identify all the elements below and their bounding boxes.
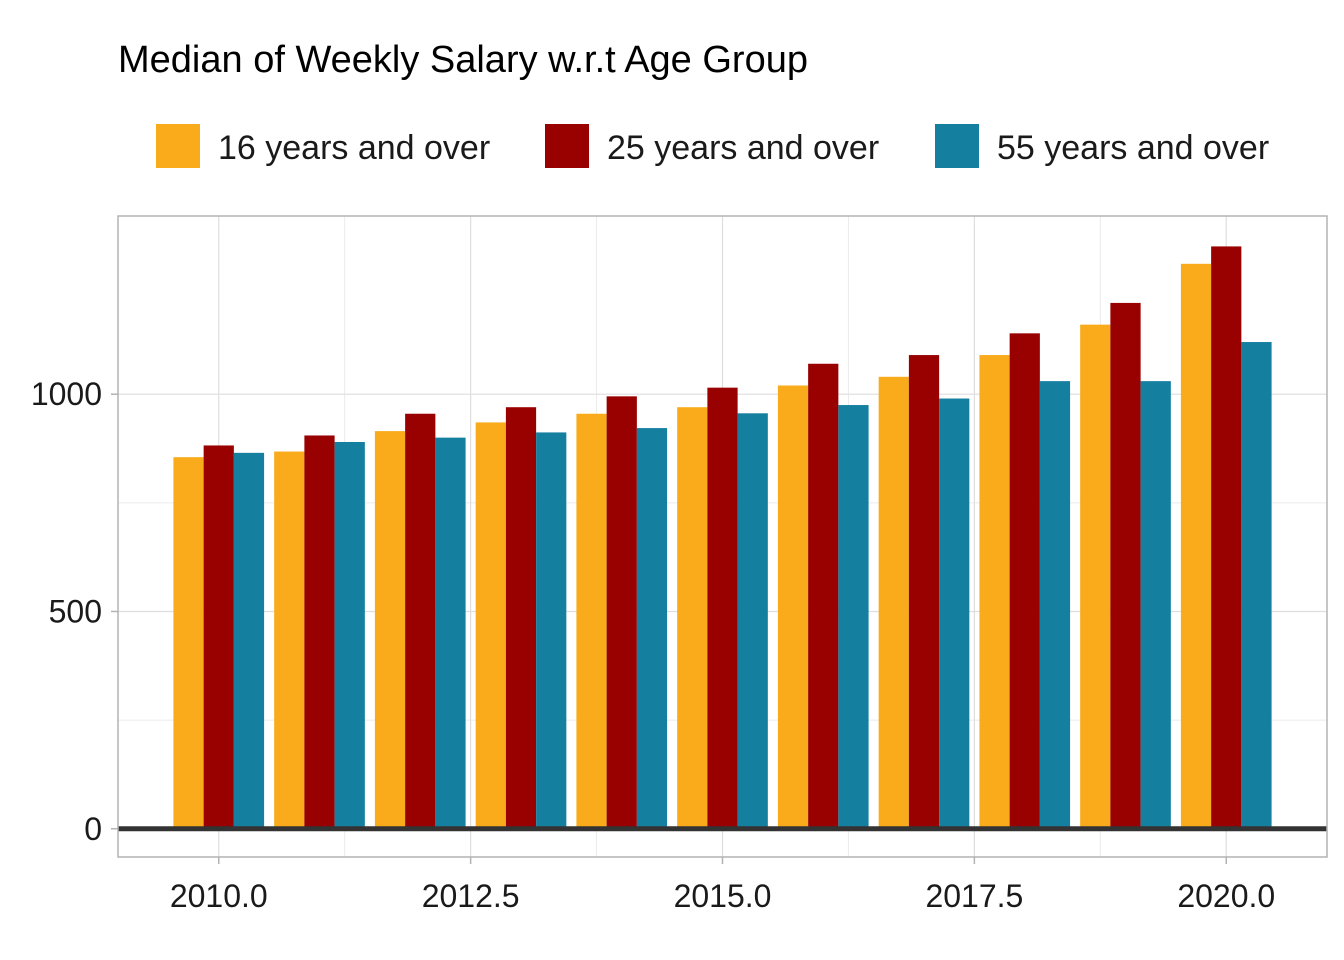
bar (1180, 263, 1212, 829)
bar (334, 441, 365, 829)
bar (1140, 381, 1171, 829)
bar (606, 396, 637, 829)
bar (536, 432, 567, 829)
bar (979, 355, 1010, 829)
bar (939, 398, 970, 829)
bar (737, 413, 768, 829)
legend-label: 25 years and over (607, 129, 879, 167)
bar (233, 452, 265, 829)
bar (908, 355, 940, 829)
bar (636, 428, 668, 829)
chart-title: Median of Weekly Salary w.r.t Age Group (118, 39, 808, 81)
bar (1080, 324, 1111, 829)
plot-area: 2010.0 2012.5 2015.0 2017.5 2020.0 0 500 1000 (31, 215, 1328, 914)
legend-label: 55 years and over (997, 129, 1269, 167)
bar (374, 431, 406, 829)
bar (576, 413, 607, 829)
x-tick-label: 2020.0 (1177, 878, 1275, 914)
bar (878, 376, 909, 829)
x-tick-label: 2010.0 (170, 878, 268, 914)
legend-label: 16 years and over (218, 129, 490, 167)
bar (274, 451, 305, 829)
legend-key (545, 124, 589, 168)
bar (1241, 342, 1272, 829)
y-tick-label: 500 (49, 593, 102, 629)
x-tick-label: 2017.5 (925, 878, 1023, 914)
legend: 16 years and over 25 years and over 55 yea… (156, 124, 1269, 168)
bar (1211, 246, 1242, 829)
legend-key (935, 124, 979, 168)
bar (1110, 302, 1141, 829)
bar (435, 437, 466, 829)
bar (777, 385, 809, 829)
bar (808, 363, 839, 829)
bar (838, 405, 869, 829)
bar (304, 435, 335, 829)
bar (707, 387, 738, 829)
bar (475, 422, 506, 829)
bar (1039, 381, 1071, 829)
bar (1009, 333, 1040, 829)
bar (405, 413, 436, 829)
x-tick-label: 2015.0 (674, 878, 772, 914)
bar (173, 457, 204, 829)
bar (505, 407, 537, 829)
bar (677, 407, 708, 829)
bar (203, 445, 234, 829)
y-tick-label: 0 (84, 811, 102, 847)
y-tick-label: 1000 (31, 376, 102, 412)
legend-key (156, 124, 200, 168)
x-tick-label: 2012.5 (422, 878, 520, 914)
